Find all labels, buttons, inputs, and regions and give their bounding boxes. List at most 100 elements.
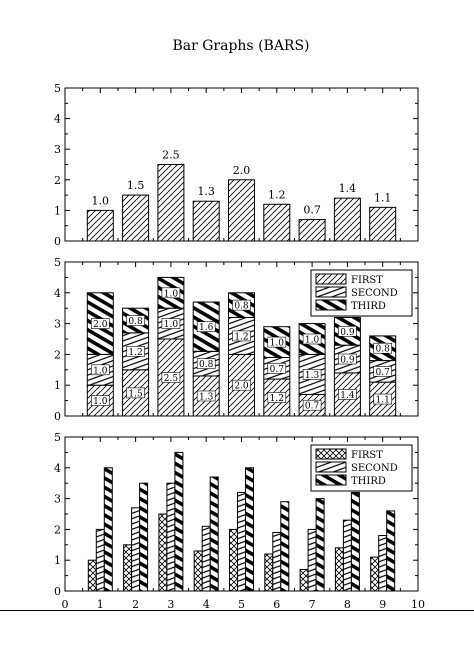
bar-value-label: 1.1 xyxy=(374,191,392,204)
segment-label: 1.0 xyxy=(164,320,179,330)
grouped-bar xyxy=(237,491,246,592)
y-tick-label: 3 xyxy=(54,318,61,331)
legend-swatch xyxy=(315,286,347,298)
segment-label: 1.3 xyxy=(305,371,320,381)
grouped-bar xyxy=(272,531,282,592)
segment-label: 1.2 xyxy=(270,394,284,404)
segment-label: 1.2 xyxy=(234,332,248,342)
segment-label-box xyxy=(161,318,181,329)
grouped-bar xyxy=(370,556,380,592)
legend-label: FIRST xyxy=(351,450,383,461)
segment-label: 0.9 xyxy=(340,328,355,338)
bar-value-label: 0.7 xyxy=(303,204,321,217)
segment-label-box xyxy=(267,362,287,374)
y-tick-label: 5 xyxy=(54,431,61,444)
segment-label-box xyxy=(302,399,322,411)
y-tick-label: 4 xyxy=(54,462,61,475)
grouped-bar xyxy=(131,507,141,592)
x-tick-label: 3 xyxy=(167,598,174,611)
segment-label-box xyxy=(161,287,181,299)
segment-label: 1.6 xyxy=(199,323,214,333)
grouped-bar xyxy=(334,547,344,592)
segment-label-box xyxy=(196,358,216,369)
legend-swatch xyxy=(315,474,347,486)
segment-label-box xyxy=(373,366,393,377)
segment-label-box xyxy=(232,299,251,311)
segment-label-box xyxy=(302,333,322,345)
bar-value-label: 2.0 xyxy=(233,164,251,177)
grouped-bar xyxy=(174,451,184,592)
bar-value-label: 2.5 xyxy=(162,149,180,162)
x-tick-label: 5 xyxy=(238,598,245,611)
grouped-bar xyxy=(123,544,133,592)
segment-label: 1.3 xyxy=(199,392,214,402)
segment-label: 1.0 xyxy=(93,366,108,376)
segment-label: 1.0 xyxy=(270,339,285,349)
segment-label-box xyxy=(302,369,322,380)
segment-label-box xyxy=(126,346,145,357)
segment-label: 0.8 xyxy=(199,360,214,370)
grouped-bar xyxy=(245,467,254,592)
y-tick-label: 4 xyxy=(54,287,61,300)
legend-label: THIRD xyxy=(351,301,386,312)
segment-label: 1.0 xyxy=(305,336,320,346)
segment-label-box xyxy=(338,389,357,400)
bar-value-label: 1.3 xyxy=(197,185,215,198)
bar-value-label: 1.2 xyxy=(268,188,286,201)
y-tick-label: 5 xyxy=(54,256,61,269)
bar xyxy=(157,164,185,242)
grouped-bar xyxy=(315,498,325,592)
y-tick-label: 2 xyxy=(54,523,61,536)
segment-label: 2.5 xyxy=(164,374,179,384)
segment-label-box xyxy=(373,393,393,405)
grouped-bar xyxy=(264,553,274,592)
panel-single-bars: 0 1 2 3 4 5 1.0 1.5 2.5 1.3 2.0 1.2 0.7 1.4 1.1 xyxy=(54,82,419,248)
legend-swatch xyxy=(315,461,347,473)
x-tick-label: 6 xyxy=(273,598,280,611)
segment-label-box xyxy=(267,392,287,403)
bar xyxy=(298,219,326,242)
grouped-bar xyxy=(193,550,203,592)
grouped-bar xyxy=(103,467,113,592)
segment-label-box xyxy=(338,325,357,337)
y-tick-label: 3 xyxy=(54,493,61,506)
segment-label-box xyxy=(126,315,145,326)
y-tick-label: 3 xyxy=(54,143,61,156)
segment-label-box xyxy=(91,395,110,406)
y-tick-label: 5 xyxy=(54,82,61,95)
x-tick-label: 9 xyxy=(379,598,386,611)
grouped-bar xyxy=(139,482,149,592)
page-separator-rule xyxy=(0,610,474,611)
segment-label-box xyxy=(196,390,216,402)
segment-label-box xyxy=(91,364,110,376)
bar xyxy=(122,194,150,242)
legend-swatch xyxy=(315,448,347,460)
segment-label: 0.7 xyxy=(270,365,285,375)
y-tick-label: 1 xyxy=(54,379,61,392)
segment-label: 1.0 xyxy=(93,397,108,407)
grouped-bar xyxy=(209,476,219,592)
x-tick-label: 1 xyxy=(97,598,104,611)
y-tick-label: 2 xyxy=(54,174,61,187)
x-tick-label: 10 xyxy=(411,598,425,611)
bar-value-label: 1.0 xyxy=(92,194,110,207)
segment-label: 2.0 xyxy=(234,382,249,392)
y-tick-label: 4 xyxy=(54,113,61,126)
x-tick-label: 7 xyxy=(309,598,316,611)
segment-label: 2.0 xyxy=(93,320,108,330)
y-tick-label: 1 xyxy=(54,554,61,567)
grouped-bar xyxy=(307,528,317,592)
segment-label: 0.8 xyxy=(234,302,249,312)
segment-label-box xyxy=(338,353,357,365)
segment-label: 0.8 xyxy=(128,317,143,327)
y-tick-label: 0 xyxy=(54,410,61,423)
legend-label: SECOND xyxy=(351,463,398,474)
segment-label-box xyxy=(161,372,181,383)
legend-swatch xyxy=(315,273,347,285)
grouped-bar xyxy=(87,559,97,592)
grouped-bar xyxy=(158,513,168,592)
segment-label-box xyxy=(267,336,287,348)
grouped-bar xyxy=(342,519,352,592)
bar xyxy=(369,206,397,242)
